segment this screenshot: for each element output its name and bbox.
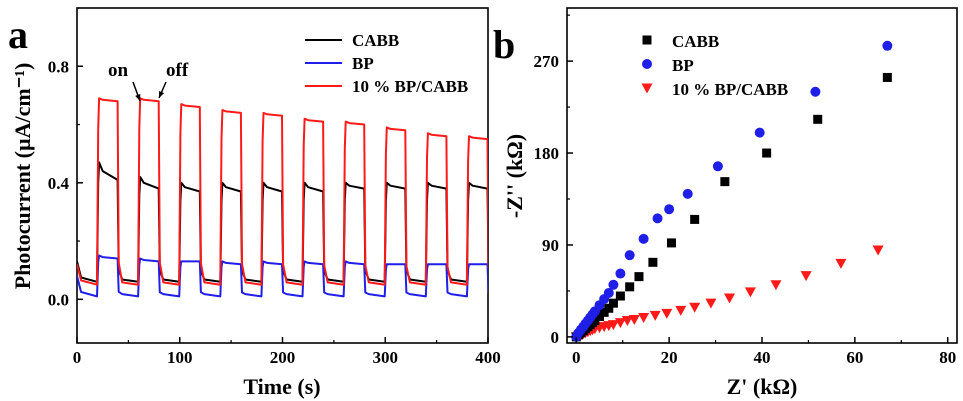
panel-a-y-tick-label: 0.4 [48,174,70,193]
panel-b-square-marker [590,316,600,326]
panel-b-square-marker [666,238,676,248]
panel-b-circle-marker [664,204,675,215]
panel-b-triangle-marker [628,315,640,326]
panel-b-plot-frame [566,7,958,344]
panel-b-circle-marker [615,268,626,279]
panel-b-circle-marker [652,213,663,224]
panel-b-legend-label: 10 % BP/CABB [672,80,788,99]
panel-b-triangle-marker [835,258,847,269]
panel-b-circle-marker [810,86,821,97]
panel-b-circle-marker [754,127,765,138]
panel-b-triangle-marker [705,298,717,309]
panel-b-triangle-marker [724,293,735,304]
panel-b-x-tick-label: 60 [846,348,863,367]
panel-b-circle-marker [712,161,723,172]
panel-b-square-marker [720,177,730,187]
panel-b-circle-marker [603,287,614,298]
panel-a-x-tick-label: 400 [475,348,501,367]
panel-b-circle-marker [682,188,693,199]
panel-b-circle-marker [638,233,649,244]
panel-b-square-marker [690,214,700,224]
panel-b-triangle-marker [621,316,633,327]
panel-b-square-marker [595,311,604,321]
panel-b-square-marker [882,72,892,82]
panel-b-square-marker [634,272,644,282]
panel-b-triangle-marker [744,287,756,298]
panel-b-x-axis-title: Z' (kΩ) [727,374,798,399]
panel-b-y-axis-title: -Z'' (kΩ) [502,134,527,218]
panel-a-series-line [77,97,488,286]
panel-b-square-marker [608,298,618,308]
panel-a-annotation-on: on [108,60,129,81]
panel-b-x-tick-label: 0 [572,348,581,367]
panel-a-annotation-arrowhead [159,91,165,98]
panel-b-circle-marker [608,279,619,290]
panel-a-x-tick-label: 100 [167,348,193,367]
panel-b-triangle-marker [649,310,661,321]
panel-b-series [571,40,893,342]
panel-a-legend-label: CABB [352,31,399,50]
panel-b-legend-label: CABB [672,32,719,51]
panel-b-legend: CABB BP 10 % BP/CABB [641,32,788,99]
panel-a-legend-label: BP [352,54,374,73]
panel-b-y-tick-label: 0 [551,328,560,347]
panel-b-y-tick-label: 90 [542,236,559,255]
panel-a-legend: CABB BP 10 % BP/CABB [305,31,468,96]
panel-a-y-axis-title: Photocurrent (µA/cm⁻¹) [10,63,35,290]
panel-b-y-tick-label: 180 [534,144,560,163]
panel-b-label: b [493,22,515,67]
panel-b-triangle-marker [800,271,812,282]
panel-b-circle-marker [882,40,893,51]
panel-a-series-line [77,254,488,298]
panel-b-triangle-marker [689,302,701,313]
panel-b-square-marker [625,282,635,292]
panel-b-x-tick-label: 20 [661,348,678,367]
panel-a-y-tick-label: 0.0 [48,290,69,309]
panel-a-annotations: on off [108,60,189,102]
panel-a-x-axis-title: Time (s) [243,374,320,399]
panel-b-triangle-marker [641,83,653,94]
panel-a-label: a [8,12,28,57]
panel-b-triangle-marker [661,308,673,319]
panel-b-x-tick-label: 40 [754,348,771,367]
panel-b-square-marker [642,35,652,45]
panel-a-legend-label: 10 % BP/CABB [352,77,468,96]
panel-b-circle-marker [642,59,652,69]
panel-b-square-marker [648,257,658,267]
panel-b-triangle-marker [614,318,626,329]
panel-b-circle-marker [624,250,635,261]
panel-b-square-marker [615,291,625,301]
panel-b-square-marker [604,303,614,313]
panel-a-photocurrent-chart: a 0 100 200 300 400 0.0 0.4 0.8 Time (s) Photo… [8,7,501,399]
panel-b-square-marker [762,148,772,158]
panel-b-y-tick-label: 270 [534,52,560,71]
panel-a-x-tick-label: 300 [373,348,399,367]
panel-b-triangle-marker [675,305,687,316]
panel-b-triangle-marker [770,280,782,291]
panel-b-legend-label: BP [672,56,694,75]
panel-b-square-marker [813,114,823,124]
panel-b-triangle-marker [638,312,650,323]
panel-a-y-tick-label: 0.8 [48,57,69,76]
panel-a-x-tick-label: 0 [73,348,82,367]
panel-b-triangle-marker [872,245,884,256]
panel-b-square-marker [599,307,609,317]
panel-b-triangle-marker [607,320,619,331]
panel-b-x-tick-label: 80 [939,348,956,367]
panel-a-annotation-arrowhead [135,94,141,101]
panel-a-x-tick-label: 200 [270,348,296,367]
panel-a-annotation-off: off [166,60,189,81]
panel-b-series [571,72,892,342]
